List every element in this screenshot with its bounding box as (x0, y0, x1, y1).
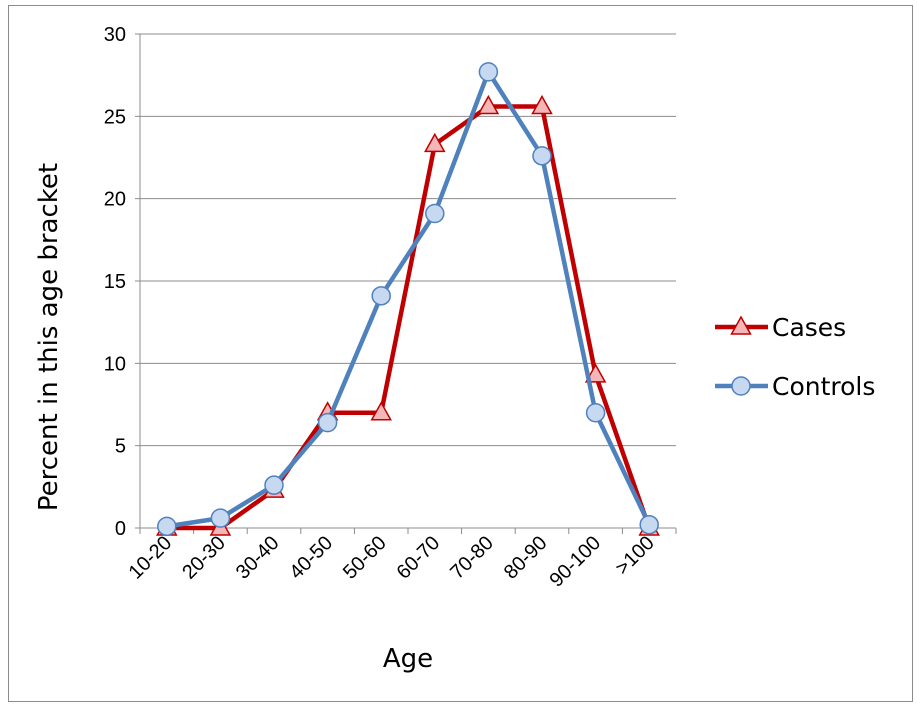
x-tick-label: 40-50 (285, 532, 337, 584)
circle-point-controls (479, 63, 497, 81)
y-tick-label: 30 (104, 24, 126, 46)
y-tick-label: 0 (115, 518, 126, 540)
circle-point-controls (319, 414, 337, 432)
circle-point-controls (426, 204, 444, 222)
circle-point-controls (265, 476, 283, 494)
series-line-controls (167, 72, 649, 526)
circle-point-controls (372, 287, 390, 305)
x-tick-label: 50-60 (339, 532, 391, 584)
series-group (157, 63, 658, 535)
series-controls (158, 63, 658, 535)
y-tick-label: 20 (104, 189, 126, 211)
y-axis-title: Percent in this age bracket (34, 163, 64, 511)
x-axis-title: Age (383, 644, 433, 674)
x-tick-label: 70-80 (446, 532, 498, 584)
legend-item-cases: Cases (715, 313, 846, 342)
y-tick-label: 5 (115, 436, 126, 458)
y-tick-label: 25 (104, 106, 126, 128)
circle-point-controls (640, 516, 658, 534)
x-tick-label: 90-100 (546, 532, 606, 592)
y-tick-labels: 0 5 10 15 20 25 30 (104, 24, 126, 540)
circle-point-controls (211, 509, 229, 527)
legend-label-controls: Controls (772, 372, 875, 401)
x-tick-label: 60-70 (393, 532, 445, 584)
legend-label-cases: Cases (772, 313, 846, 342)
gridlines (140, 34, 676, 446)
circle-point-controls (158, 517, 176, 535)
x-tick-label: 20-30 (178, 532, 230, 584)
x-tick-label: >100 (611, 532, 658, 579)
circle-point-controls (587, 404, 605, 422)
circle-icon (732, 377, 750, 395)
x-tick-labels: 10-20 20-30 30-40 40-50 50-60 60-70 70-80 80-90… (125, 532, 659, 592)
series-cases (157, 96, 658, 535)
x-tick-label: 80-90 (500, 532, 552, 584)
circle-point-controls (533, 147, 551, 165)
y-tick-label: 15 (104, 271, 126, 293)
legend-item-controls: Controls (715, 372, 875, 401)
x-tick-label: 30-40 (232, 532, 284, 584)
y-tick-label: 10 (104, 353, 126, 375)
legend: Cases Controls (715, 313, 875, 401)
x-tick-label: 10-20 (125, 532, 177, 584)
